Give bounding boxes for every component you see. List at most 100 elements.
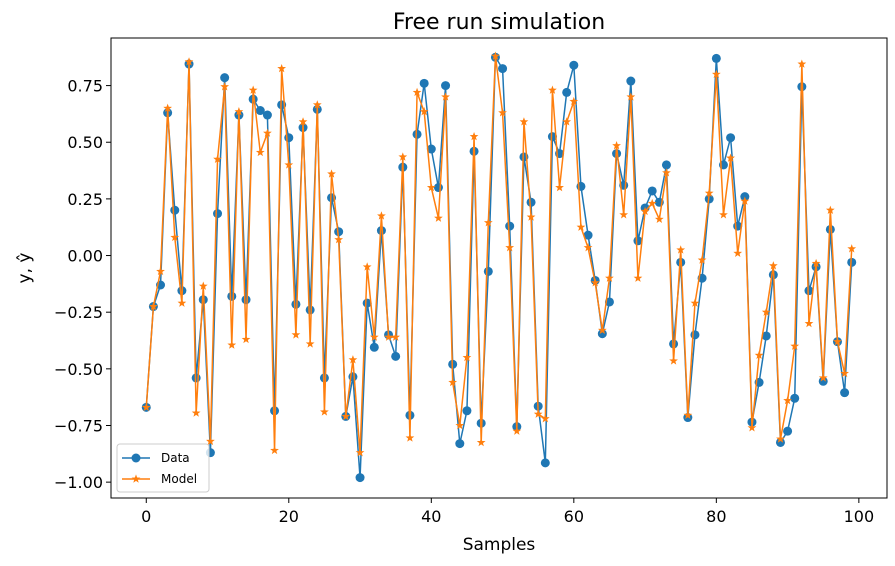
y-tick-label: 0.25 [67,190,103,209]
model-point [704,188,714,197]
data-point [462,406,472,416]
model-point [184,57,194,66]
y-tick-label: −0.75 [54,416,103,435]
model-point [248,85,258,94]
data-point [255,106,265,116]
y-tick-label: −0.50 [54,360,103,379]
model-point [711,69,721,78]
data-point [569,60,579,70]
model-point [227,340,237,349]
legend-data-label: Data [161,451,190,465]
data-point [227,291,237,301]
model-point [597,325,607,335]
data-point [775,437,785,447]
model-point [206,436,215,446]
model-point [619,210,629,219]
legend-model-label: Model [161,472,197,486]
model-point [469,131,479,141]
data-point [220,73,230,83]
legend: Data Model [116,443,210,493]
model-point [369,332,379,341]
data-point [455,439,465,449]
model-point [441,92,450,101]
data-point [505,221,515,231]
model-point [491,51,500,60]
model-point [825,205,835,214]
model-point [327,169,336,178]
plot-frame [110,37,888,499]
model-point [298,117,308,126]
data-point [818,376,828,386]
model-point [747,423,757,432]
model-point [633,273,643,282]
model-point [512,426,522,435]
model-point [669,356,678,365]
model-point [583,243,593,252]
data-point [562,87,572,97]
data-point [726,133,736,143]
model-point [569,96,579,106]
model-point [149,301,158,311]
data-point [262,110,272,120]
data-point [711,53,721,63]
model-point [811,258,821,268]
model-point [462,352,472,362]
data-point [213,209,223,219]
model-point [519,117,529,126]
model-point [640,206,650,216]
data-point [547,132,557,142]
model-point [647,198,657,208]
model-point [348,355,358,364]
model-point [426,182,436,192]
data-point [526,197,536,207]
model-point [533,409,543,418]
model-point [177,298,187,307]
model-point [605,273,614,282]
model-point [156,266,165,276]
legend-data-marker [131,453,141,463]
data-point [170,205,180,215]
model-point [740,196,750,205]
model-point [355,448,365,457]
data-point [761,331,771,341]
model-point [726,153,735,162]
data-point [847,257,857,267]
model-point [733,248,743,257]
data-point [369,342,379,352]
model-point [141,402,151,412]
y-tick-label: 0.75 [67,77,103,96]
data-point [804,286,814,296]
data-point [540,458,550,468]
x-tick-label: 40 [421,507,441,526]
model-point [662,168,671,177]
data-point [483,266,493,276]
model-point [776,434,785,443]
model-point [412,87,422,97]
model-point [476,437,486,447]
model-point [761,307,771,316]
model-point [840,368,849,378]
data-point [690,330,700,340]
data-point [291,299,301,309]
data-point [783,426,793,436]
data-point [498,64,508,74]
data-point [362,298,372,308]
data-point [419,78,429,88]
x-tick-label: 80 [706,507,726,526]
model-point [676,245,686,254]
model-point [391,332,401,341]
model-point [312,100,322,109]
model-point [612,141,621,150]
model-point [277,63,287,73]
data-point [647,186,657,196]
x-axis-label: Samples [463,535,536,555]
model-point [362,262,372,271]
legend-model-marker [131,474,141,483]
x-tick-label: 0 [141,507,151,526]
data-point [305,305,315,315]
model-point [562,117,572,126]
model-point [833,337,842,346]
model-point [804,318,814,328]
model-point [270,445,279,455]
data-point [840,388,850,398]
